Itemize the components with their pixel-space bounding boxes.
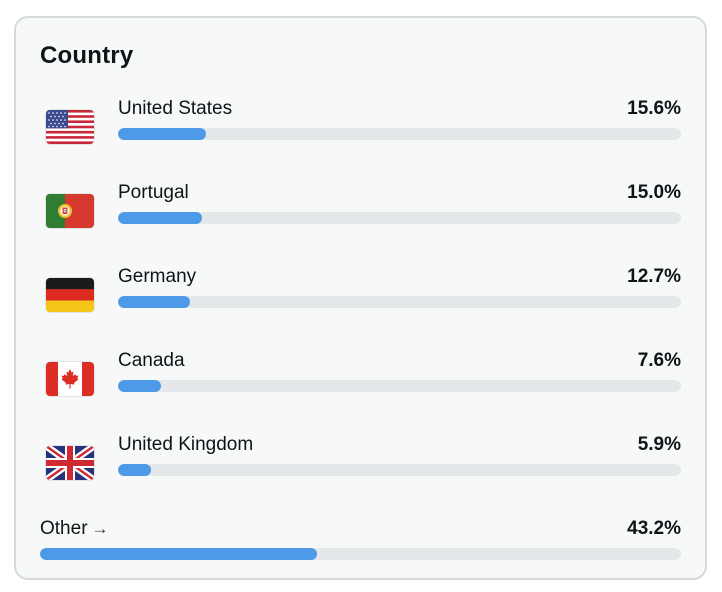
percent-bar-track <box>118 128 681 140</box>
percent-bar-fill <box>118 380 161 392</box>
arrow-right-icon: → <box>91 519 109 538</box>
country-row-united-kingdom[interactable]: United Kingdom 5.9% <box>16 432 705 492</box>
percent-bar-track <box>118 380 681 392</box>
country-label: United Kingdom <box>118 434 254 455</box>
country-percent: 7.6% <box>637 350 681 371</box>
percent-bar-track <box>118 464 681 476</box>
country-percent: 15.0% <box>627 182 681 203</box>
percent-bar-fill <box>40 548 317 560</box>
other-label: Other <box>40 518 88 539</box>
uk-flag-icon <box>46 446 94 480</box>
country-row-germany[interactable]: Germany 12.7% <box>16 264 705 324</box>
other-link[interactable]: Other → <box>40 518 109 540</box>
country-row-united-states[interactable]: United States 15.6% <box>16 96 705 156</box>
country-row-portugal[interactable]: Portugal 15.0% <box>16 180 705 240</box>
portugal-flag-icon <box>46 194 94 228</box>
canada-flag-icon <box>46 362 94 396</box>
percent-bar-fill <box>118 296 190 308</box>
us-flag-icon <box>46 110 94 144</box>
country-label: United States <box>118 98 233 119</box>
other-percent: 43.2% <box>627 518 681 539</box>
percent-bar-fill <box>118 128 206 140</box>
country-percent: 5.9% <box>637 434 681 455</box>
percent-bar-track <box>118 212 681 224</box>
percent-bar-fill <box>118 464 152 476</box>
country-label: Germany <box>118 266 197 287</box>
percent-bar-fill <box>118 212 203 224</box>
country-percent: 15.6% <box>627 98 681 119</box>
country-row-canada[interactable]: Canada 7.6% <box>16 348 705 408</box>
country-card: Country Uni <box>14 16 707 580</box>
germany-flag-icon <box>46 278 94 312</box>
country-label: Portugal <box>118 182 189 203</box>
percent-bar-track <box>118 296 681 308</box>
percent-bar-track <box>40 548 681 560</box>
card-title: Country <box>40 42 134 69</box>
country-percent: 12.7% <box>627 266 681 287</box>
country-row-other[interactable]: Other → 43.2% <box>16 516 705 576</box>
country-label: Canada <box>118 350 185 371</box>
